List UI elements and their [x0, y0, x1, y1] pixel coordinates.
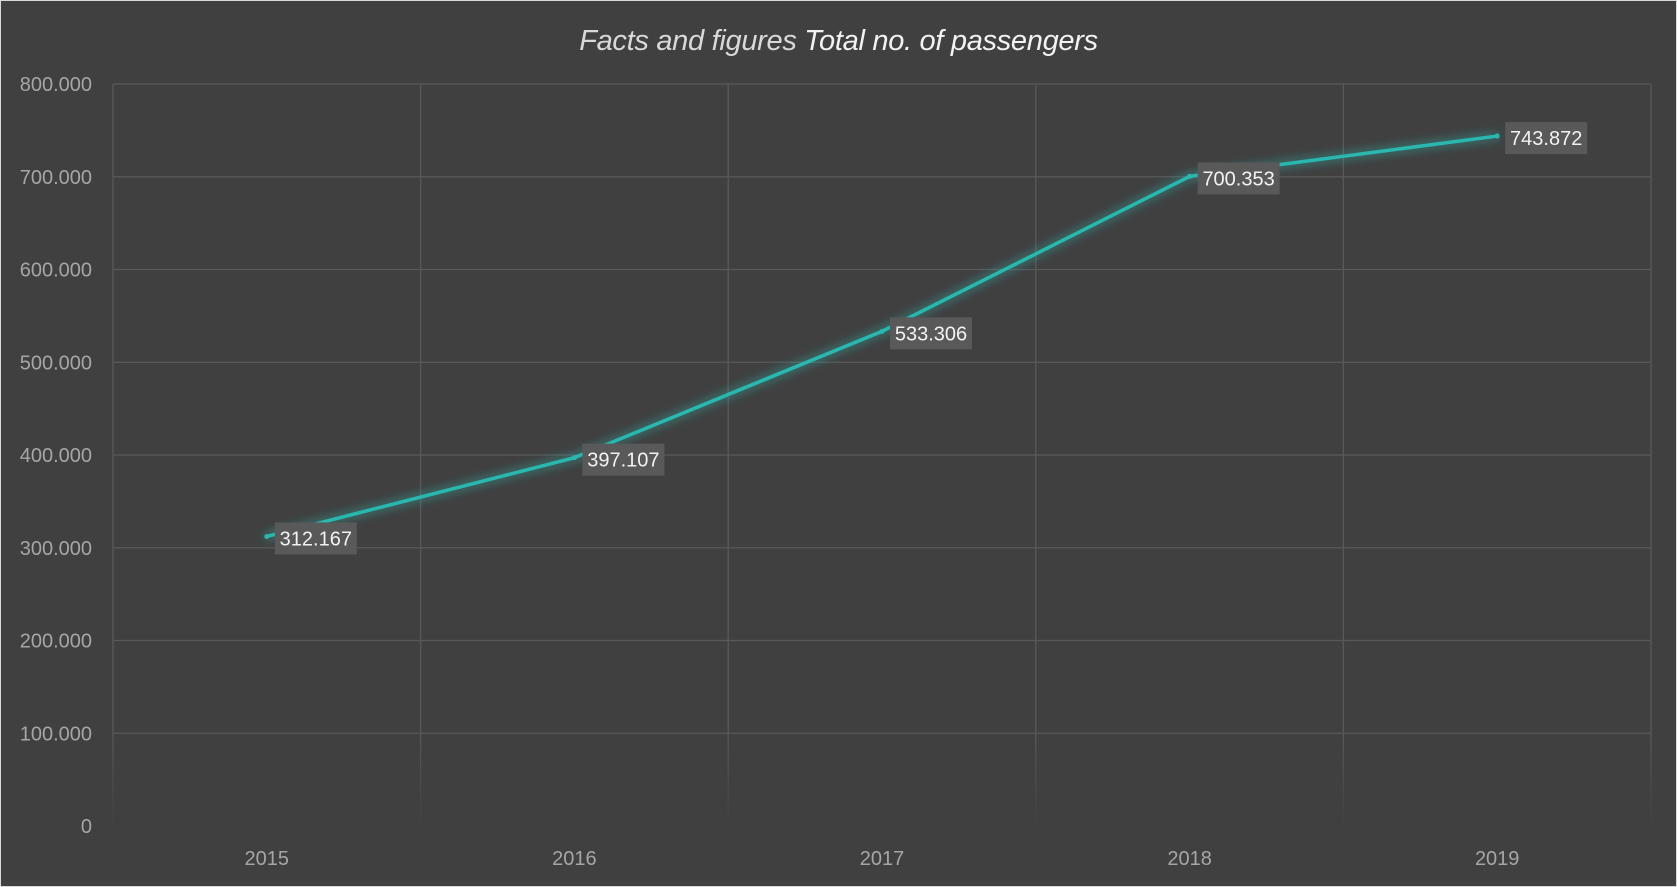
x-tick-label: 2019 [1475, 848, 1520, 870]
data-label-box [582, 443, 665, 476]
data-label: 700.353 [1197, 162, 1280, 195]
data-point [1494, 133, 1500, 139]
y-tick-label: 300.000 [20, 538, 92, 560]
y-tick-label: 500.000 [20, 352, 92, 374]
x-axis: 2015 2016 2017 2018 2019 [245, 848, 1520, 870]
data-label-value: 312.167 [280, 528, 352, 550]
y-tick-label: 0 [81, 816, 92, 838]
data-label-value: 700.353 [1202, 168, 1274, 190]
x-tick-label: 2015 [245, 848, 290, 870]
series-line [264, 133, 1500, 539]
y-tick-label: 700.000 [20, 167, 92, 189]
chart-title-emphasis: Total no. of passengers [804, 25, 1098, 57]
y-tick-label: 600.000 [20, 260, 92, 282]
chart-title: Facts and figures Total no. of passenger… [1, 25, 1676, 58]
x-tick-label: 2016 [552, 848, 597, 870]
x-tick-label: 2018 [1167, 848, 1212, 870]
y-tick-label: 400.000 [20, 445, 92, 467]
gridlines [111, 83, 1653, 828]
series-line-path [265, 134, 1499, 539]
data-label: 397.107 [582, 443, 665, 476]
data-label-box [274, 522, 357, 555]
y-tick-label: 800.000 [20, 74, 92, 96]
data-label-value: 743.872 [1510, 128, 1582, 150]
data-point [1187, 173, 1193, 179]
data-label-box [1505, 122, 1588, 155]
data-point [264, 533, 270, 539]
chart-title-prefix: Facts and figures [579, 25, 797, 57]
y-axis: 0 100.000 200.000 300.000 400.000 500.000 600.… [20, 74, 92, 838]
data-label-value: 533.306 [895, 323, 967, 345]
data-point [571, 455, 577, 461]
y-tick-label: 100.000 [20, 723, 92, 745]
data-label: 312.167 [274, 522, 357, 555]
data-label-box [1197, 162, 1280, 195]
data-label: 533.306 [890, 317, 972, 350]
y-tick-label: 200.000 [20, 631, 92, 653]
data-labels: 312.167 397.107 533.306 700.353 743.872 [274, 122, 1588, 555]
data-point [879, 328, 885, 334]
x-tick-label: 2017 [860, 848, 905, 870]
data-label-value: 397.107 [587, 450, 659, 472]
data-label: 743.872 [1505, 122, 1588, 155]
data-label-box [890, 317, 972, 350]
plot-bottom-fade [111, 731, 1653, 828]
